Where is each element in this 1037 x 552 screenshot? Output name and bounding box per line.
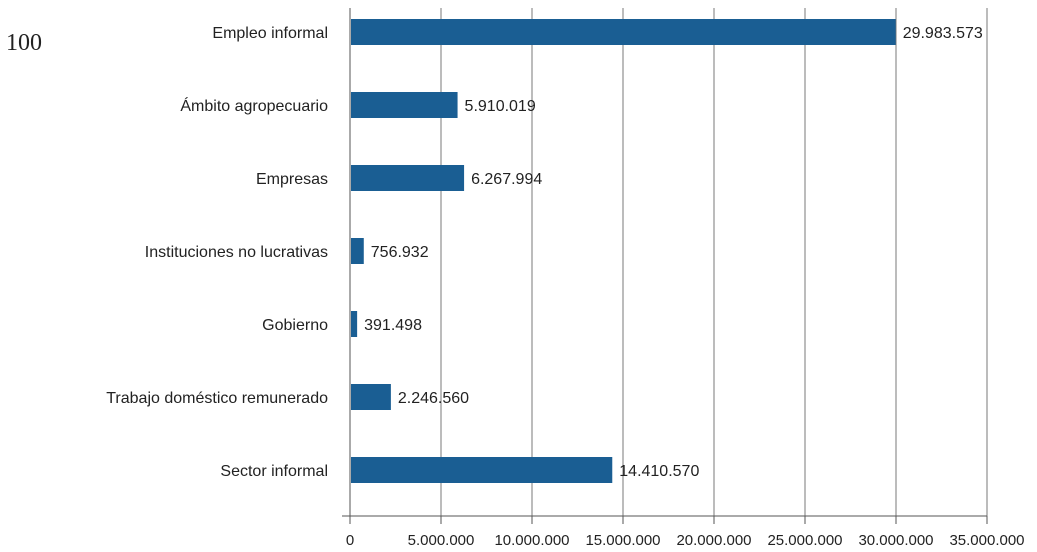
grid-lines <box>440 8 988 516</box>
data-label: 2.246.560 <box>398 390 469 407</box>
bar <box>351 311 358 337</box>
category-label: Empleo informal <box>212 25 328 42</box>
axes <box>342 8 988 524</box>
bar <box>351 384 391 410</box>
data-label: 391.498 <box>364 317 422 334</box>
category-label: Sector informal <box>220 463 328 480</box>
category-label: Instituciones no lucrativas <box>145 244 328 261</box>
category-label: Empresas <box>256 171 328 188</box>
x-tick-label: 15.000.000 <box>585 532 660 549</box>
bar <box>351 92 458 118</box>
x-tick-label: 25.000.000 <box>767 532 842 549</box>
x-tick-label: 30.000.000 <box>858 532 933 549</box>
x-tick-label: 0 <box>346 532 354 549</box>
labels: 0 5.000.000 10.000.000 15.000.000 20.000.000… <box>106 25 1024 549</box>
page-number: 100 <box>6 30 42 56</box>
bars <box>351 19 896 483</box>
data-label: 5.910.019 <box>465 98 536 115</box>
bar <box>351 19 896 45</box>
category-label: Gobierno <box>262 317 328 334</box>
category-label: Ámbito agropecuario <box>180 96 328 115</box>
x-tick-label: 35.000.000 <box>949 532 1024 549</box>
bar <box>351 165 465 191</box>
x-tick-label: 20.000.000 <box>676 532 751 549</box>
bar <box>351 457 613 483</box>
data-label: 14.410.570 <box>619 463 699 480</box>
data-label: 29.983.573 <box>903 25 983 42</box>
x-tick-label: 5.000.000 <box>408 532 475 549</box>
data-label: 6.267.994 <box>471 171 542 188</box>
x-tick-label: 10.000.000 <box>494 532 569 549</box>
bar <box>351 238 364 264</box>
data-label: 756.932 <box>371 244 429 261</box>
category-label: Trabajo doméstico remunerado <box>106 390 328 407</box>
